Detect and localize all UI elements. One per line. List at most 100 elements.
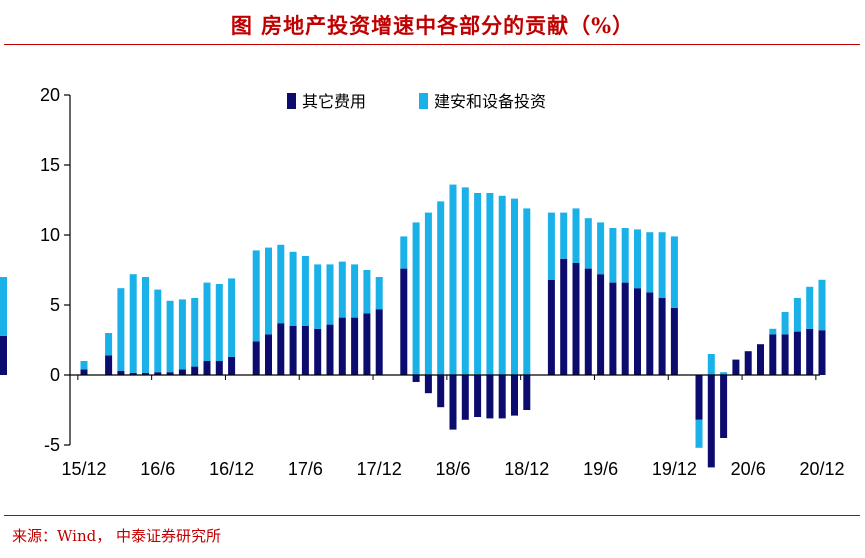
bar-other-costs <box>178 369 186 375</box>
bar-construction <box>142 277 149 373</box>
bar-other-costs <box>486 375 494 419</box>
chart-legend: 其它费用 建安和设备投资 <box>287 92 546 111</box>
x-tick-label: 19/12 <box>652 459 697 479</box>
bar-construction <box>215 284 223 361</box>
bar-other-costs <box>338 317 346 375</box>
bar-construction <box>191 298 199 367</box>
x-tick-label: 20/12 <box>799 459 844 479</box>
bar-construction <box>634 229 641 289</box>
bar-other-costs <box>744 351 752 375</box>
bar-other-costs <box>609 282 617 375</box>
bar-construction <box>412 222 420 375</box>
bar-other-costs <box>326 324 334 375</box>
bar-construction <box>707 354 715 375</box>
bar-construction <box>178 299 186 370</box>
bar-construction <box>363 270 371 314</box>
bar-construction <box>793 298 801 332</box>
bar-construction <box>375 277 383 310</box>
bar-other-costs <box>375 309 383 375</box>
bar-construction <box>449 184 457 375</box>
bar-other-costs <box>289 326 297 375</box>
bar-construction <box>424 212 432 375</box>
bar-other-costs <box>252 341 260 375</box>
bar-other-costs <box>621 282 629 375</box>
bar-other-costs <box>547 279 555 375</box>
bar-construction <box>252 250 260 342</box>
legend-label-other-costs: 其它费用 <box>302 92 366 111</box>
bar-other-costs <box>412 375 420 382</box>
bar-construction <box>670 236 678 308</box>
footer-divider <box>4 515 860 516</box>
bar-other-costs <box>572 263 580 375</box>
bar-construction <box>609 228 617 283</box>
bar-construction <box>720 372 728 375</box>
x-tick-label: 16/6 <box>140 459 175 479</box>
legend-label-construction: 建安和设备投资 <box>434 92 546 111</box>
bar-construction <box>658 232 666 298</box>
source-note: 来源：Wind， 中泰证券研究所 <box>12 527 221 545</box>
bar-other-costs <box>424 375 432 394</box>
bar-construction <box>547 212 555 280</box>
bar-construction <box>695 419 703 448</box>
bar-other-costs <box>0 335 7 375</box>
bar-construction <box>80 361 88 370</box>
bar-construction <box>154 289 162 373</box>
bar-construction <box>597 222 605 275</box>
x-tick-label: 18/6 <box>435 459 470 479</box>
bar-construction <box>806 286 814 329</box>
bar-other-costs <box>560 258 568 375</box>
bar-other-costs <box>658 298 666 375</box>
bar-construction <box>437 201 445 375</box>
x-tick-label: 18/12 <box>504 459 549 479</box>
bar-other-costs <box>806 328 814 375</box>
bar-other-costs <box>215 361 223 375</box>
bar-construction <box>474 193 482 375</box>
legend-swatch-construction <box>419 93 428 109</box>
y-tick-label: 10 <box>40 225 60 245</box>
legend-swatch-other-costs <box>287 93 296 109</box>
y-tick-label: 15 <box>40 155 60 175</box>
bar-other-costs <box>670 307 678 375</box>
bar-construction <box>129 274 137 373</box>
bar-construction <box>769 328 777 335</box>
bar-other-costs <box>351 317 359 375</box>
bar-construction <box>0 277 7 336</box>
bar-other-costs <box>449 375 457 430</box>
bar-construction <box>265 247 272 335</box>
bar-other-costs <box>314 328 322 375</box>
title-divider <box>4 44 860 45</box>
x-tick-label: 17/6 <box>288 459 323 479</box>
bar-construction <box>105 333 113 356</box>
bar-other-costs <box>154 372 162 375</box>
y-tick-label: 0 <box>50 365 60 385</box>
bar-other-costs <box>720 375 728 438</box>
x-tick-label: 15/12 <box>61 459 106 479</box>
bar-construction <box>400 236 408 269</box>
bar-other-costs <box>301 326 309 375</box>
bar-other-costs <box>277 323 285 375</box>
x-tick-label: 17/12 <box>357 459 402 479</box>
bar-other-costs <box>781 334 789 375</box>
bar-construction <box>351 264 359 318</box>
bar-construction <box>228 278 236 357</box>
bar-other-costs <box>129 372 137 375</box>
bar-construction <box>511 198 518 375</box>
bar-construction <box>301 256 309 326</box>
bar-construction <box>289 251 297 326</box>
bar-construction <box>584 218 592 269</box>
bar-other-costs <box>474 375 482 417</box>
bar-other-costs <box>597 274 605 375</box>
bar-construction <box>326 264 334 325</box>
bar-other-costs <box>437 375 445 408</box>
bar-construction <box>621 228 629 283</box>
bar-other-costs <box>523 375 531 410</box>
bar-construction <box>523 208 531 375</box>
bar-other-costs <box>757 344 764 375</box>
bar-other-costs <box>265 334 272 375</box>
bar-other-costs <box>707 375 715 468</box>
bar-other-costs <box>228 356 236 375</box>
bar-construction <box>646 232 654 293</box>
bar-construction <box>117 288 125 371</box>
bar-other-costs <box>105 355 113 375</box>
bar-other-costs <box>584 268 592 375</box>
